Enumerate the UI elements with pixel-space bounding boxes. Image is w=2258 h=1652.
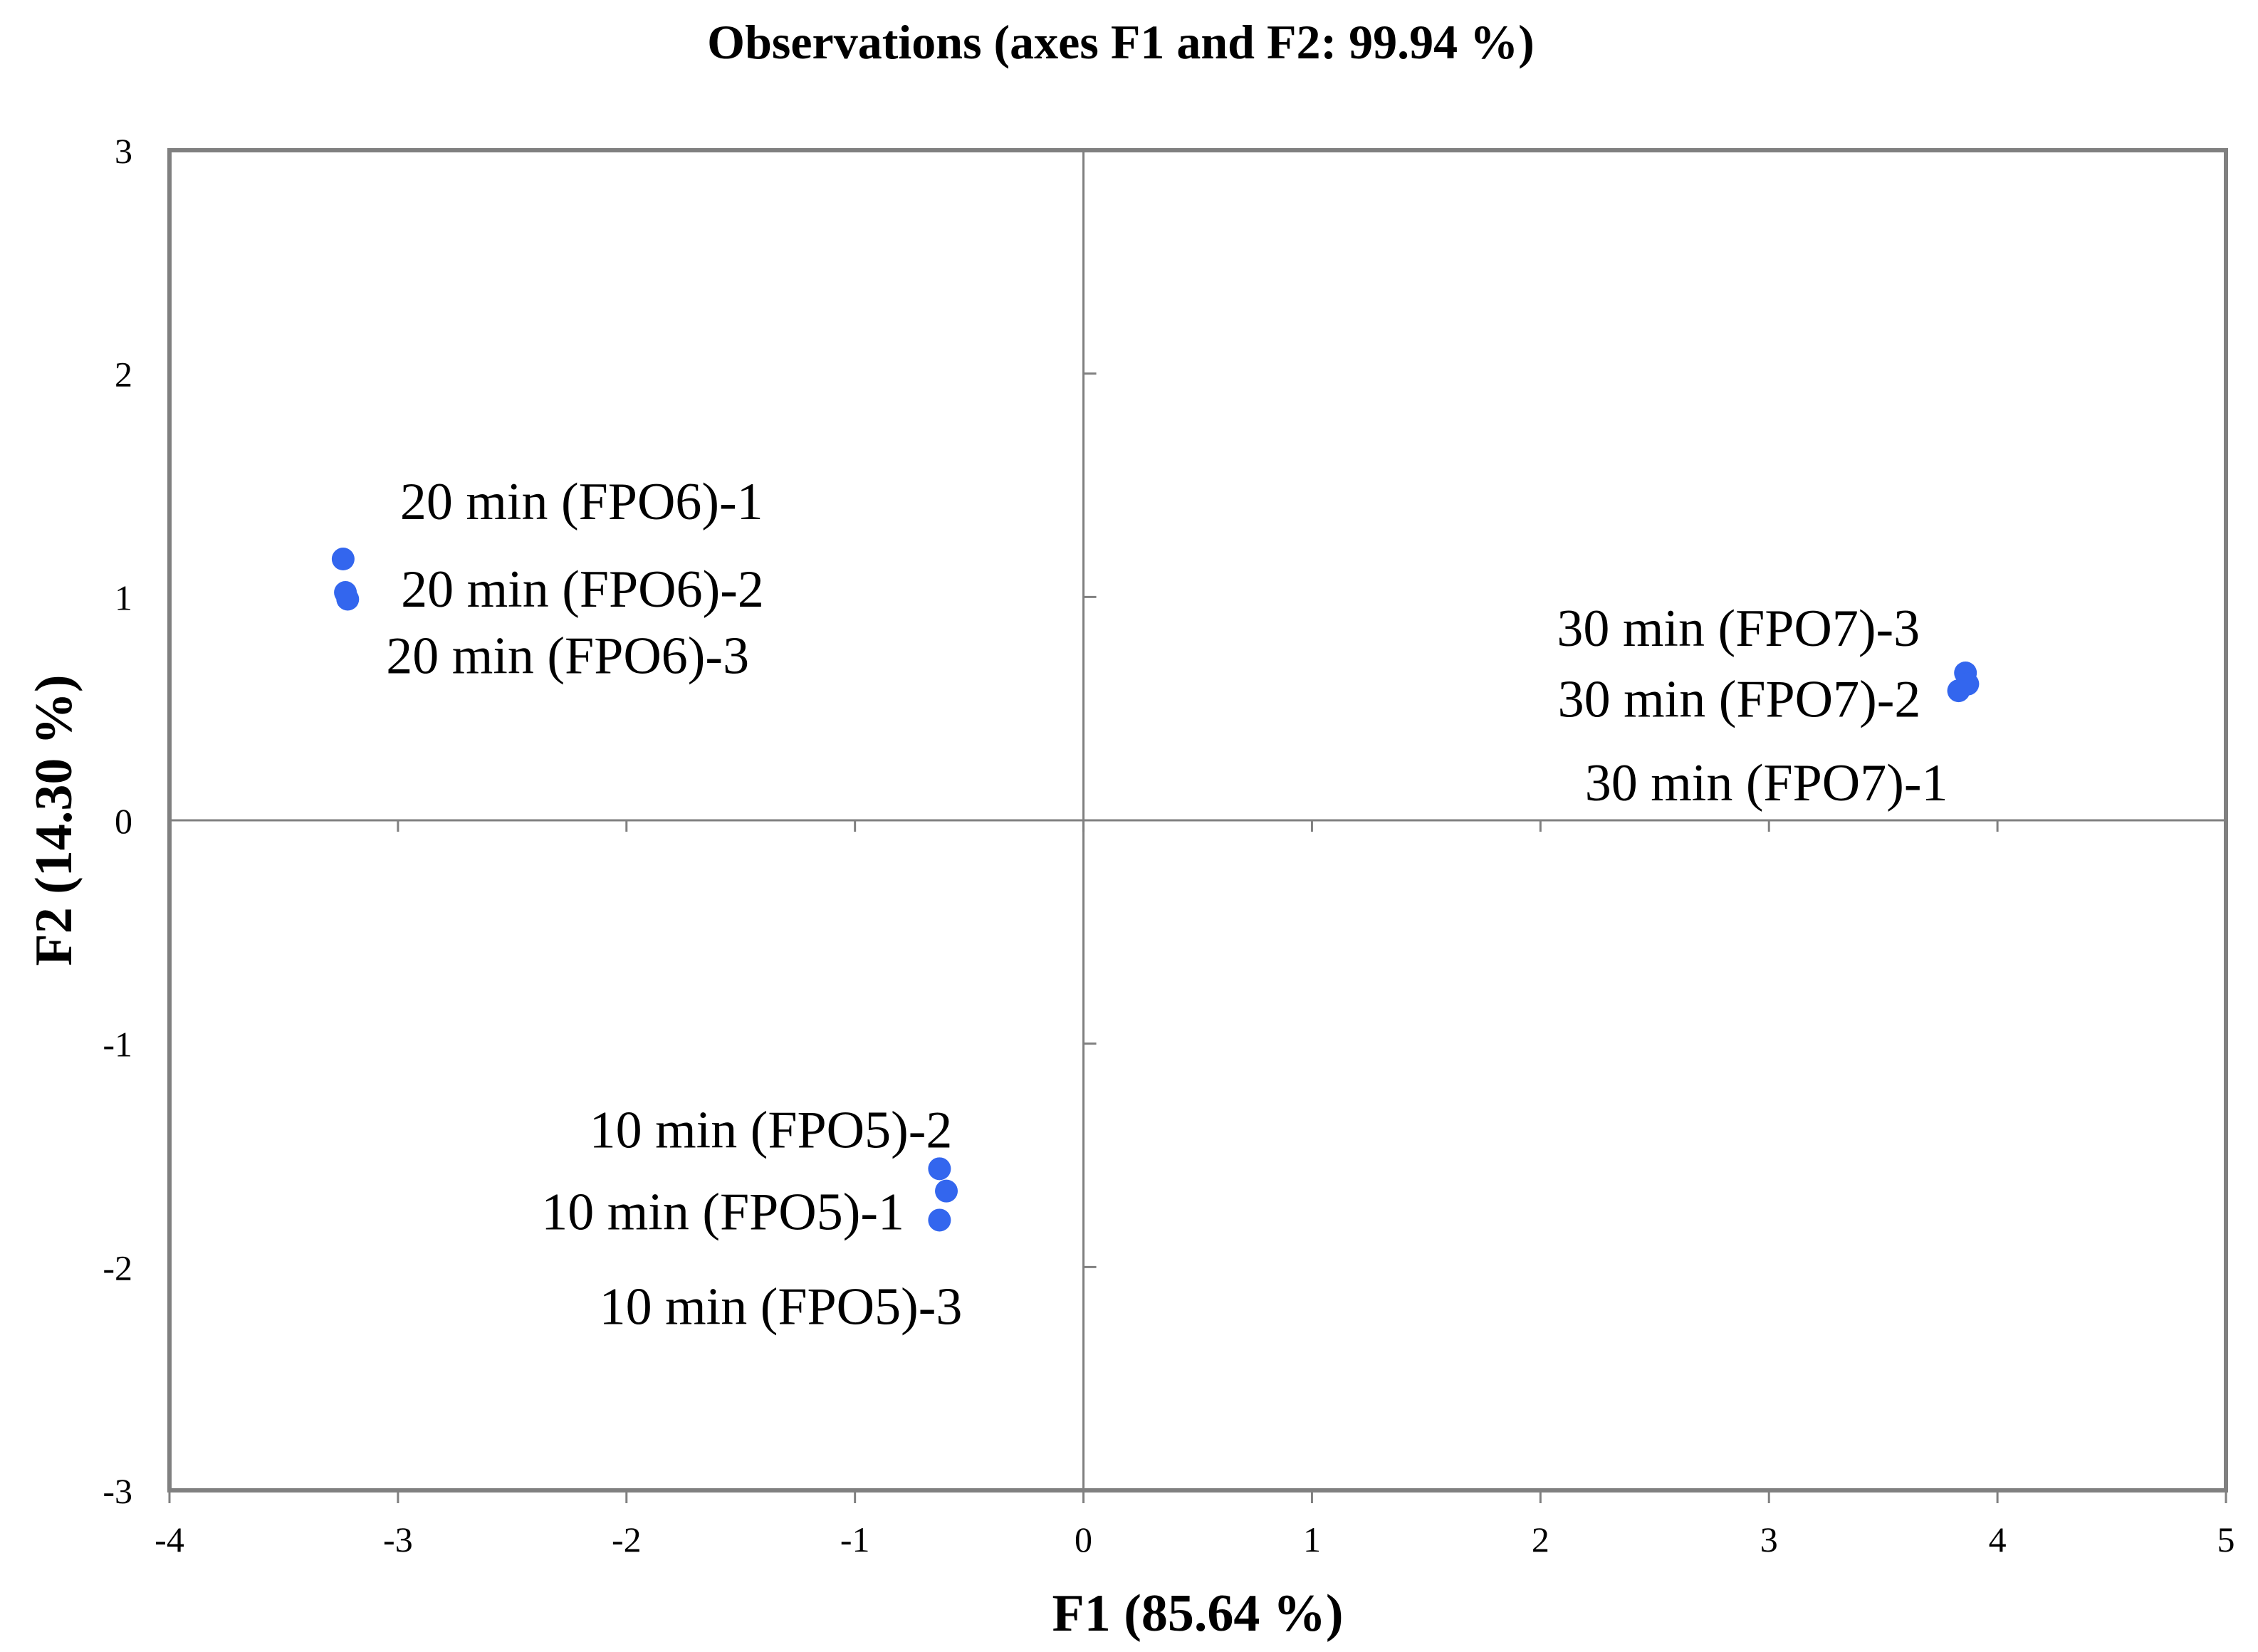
x-tick-label: -2 [612,1520,642,1559]
x-tick-label: -4 [155,1520,184,1559]
data-point [331,548,355,571]
point-label: 10 min (FPO5)-3 [600,1277,963,1336]
data-point [928,1157,951,1181]
point-labels: 20 min (FPO6)-1 20 min (FPO6)-2 20 min (FP… [386,473,1948,1336]
point-label: 20 min (FPO6)-2 [401,560,764,619]
data-points [331,548,1980,1232]
y-tick-label: 0 [115,801,132,841]
x-tick-label: -1 [840,1520,870,1559]
x-axis-label: F1 (85.64 %) [1052,1584,1344,1643]
y-axis-label: F2 (14.30 %) [25,675,83,966]
point-label: 30 min (FPO7)-1 [1585,754,1948,812]
data-point [1947,679,1970,703]
y-tick-label: 3 [115,131,132,171]
chart-title: Observations (axes F1 and F2: 99.94 %) [707,15,1535,69]
point-label: 10 min (FPO5)-1 [541,1183,904,1242]
data-point [928,1208,951,1232]
data-point [935,1179,958,1203]
x-tick-label: 5 [2217,1520,2235,1559]
x-tick-label: -3 [383,1520,413,1559]
y-tick-label: 1 [115,577,132,617]
ticks [168,149,2227,1503]
y-tick-label: -3 [103,1471,132,1511]
x-tick-label: 2 [1532,1520,1549,1559]
y-tick-label: -1 [103,1025,132,1065]
point-label: 30 min (FPO7)-3 [1557,600,1920,658]
x-tick-label: 1 [1303,1520,1321,1559]
y-tick-label: -2 [103,1248,132,1287]
y-tick-label: 2 [115,355,132,394]
x-tick-label: 0 [1075,1520,1092,1559]
point-label: 20 min (FPO6)-3 [386,627,749,685]
x-tick-label: 4 [1989,1520,2007,1559]
y-tick-labels: -3 -2 -1 0 1 2 3 [103,131,132,1511]
point-label: 20 min (FPO6)-1 [400,473,763,531]
x-tick-label: 3 [1760,1520,1778,1559]
x-tick-labels: -4 -3 -2 -1 0 1 2 3 4 5 [155,1520,2235,1559]
data-point [336,587,360,611]
point-label: 30 min (FPO7)-2 [1558,671,1921,729]
point-label: 10 min (FPO5)-2 [590,1101,953,1159]
